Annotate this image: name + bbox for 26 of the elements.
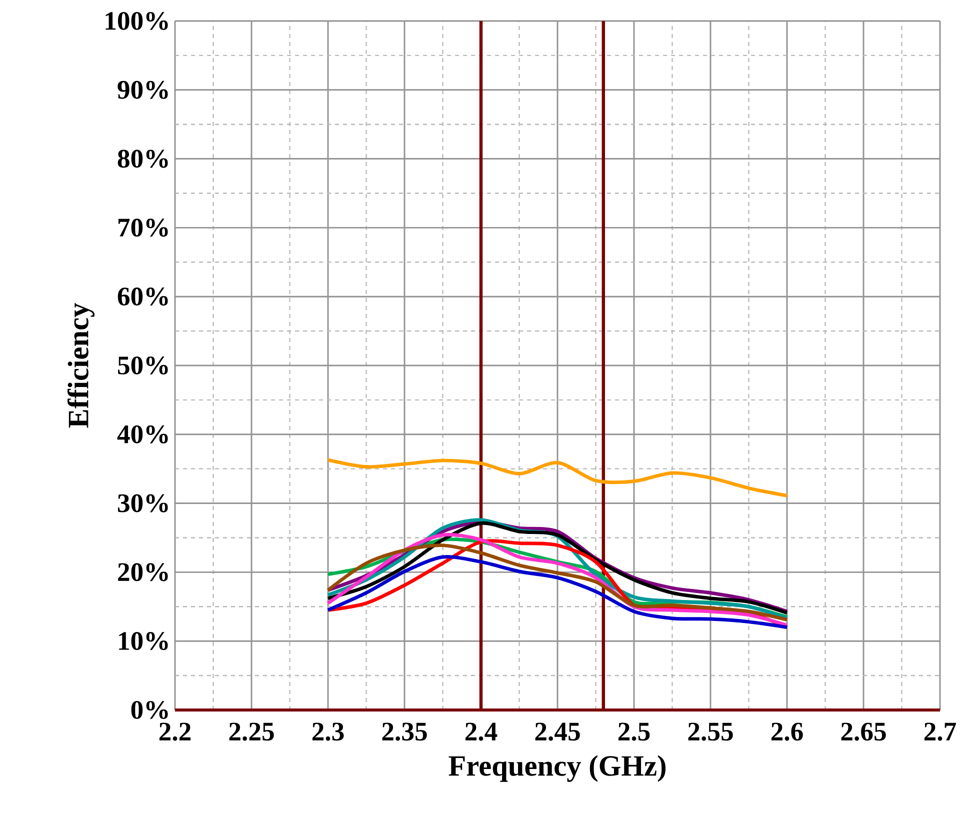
y-axis-title: Efficiency [67,303,94,428]
y-tick-label: 60% [118,288,168,306]
x-tick-label: 2.6 [771,722,803,741]
x-tick-label: 2.4 [465,722,498,741]
x-tick-label: 2.2 [159,722,191,741]
y-tick-label: 70% [118,218,168,237]
y-tick-label: 50% [118,356,168,375]
x-tick-label: 2.3 [312,722,344,741]
x-tick-label: 2.45 [535,722,580,741]
y-tick-label: 40% [117,425,168,444]
y-tick-label: 90% [118,80,168,99]
x-axis-title: Frequency (GHz) [448,755,666,782]
x-tick-label: 2.65 [841,722,886,741]
y-tick-label: 100% [106,12,168,30]
x-tick-label: 2.35 [382,722,427,741]
y-tick-label: 80% [118,150,168,168]
line-series [326,458,789,498]
x-tick-label: 2.7 [924,722,956,741]
y-tick-label: 10% [119,632,168,650]
x-tick-label: 2.55 [688,722,733,741]
x-tick-label: 2.25 [229,722,274,741]
x-tick-label: 2.5 [618,722,650,741]
y-tick-label: 20% [118,563,168,582]
y-tick-label: 0% [131,700,168,720]
y-tick-label: 30% [118,494,168,512]
line-series [326,555,789,630]
